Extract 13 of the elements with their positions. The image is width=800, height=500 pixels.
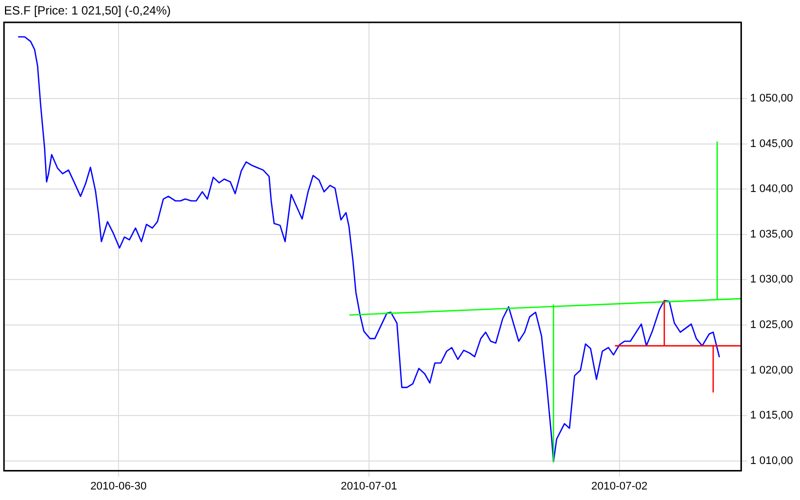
y-tick-label: 1 050,00: [750, 92, 794, 105]
y-tick-label: 1 035,00: [750, 228, 794, 240]
x-tick-label: 2010-07-01: [340, 480, 398, 492]
y-tick-label: 1 010,00: [750, 454, 794, 467]
x-tick-label: 2010-07-02: [591, 480, 648, 492]
y-tick-label: 1 030,00: [750, 274, 794, 286]
y-tick-label: 1 020,00: [750, 364, 794, 376]
x-tick-label: 2010-06-30: [90, 480, 147, 492]
y-tick-label: 1 015,00: [750, 410, 794, 422]
y-tick-label: 1 025,00: [750, 318, 794, 331]
y-tick-label: 1 040,00: [750, 183, 794, 196]
chart-title: ES.F [Price: 1 021,50] (-0,24%): [4, 4, 171, 18]
y-tick-label: 1 045,00: [750, 138, 794, 150]
